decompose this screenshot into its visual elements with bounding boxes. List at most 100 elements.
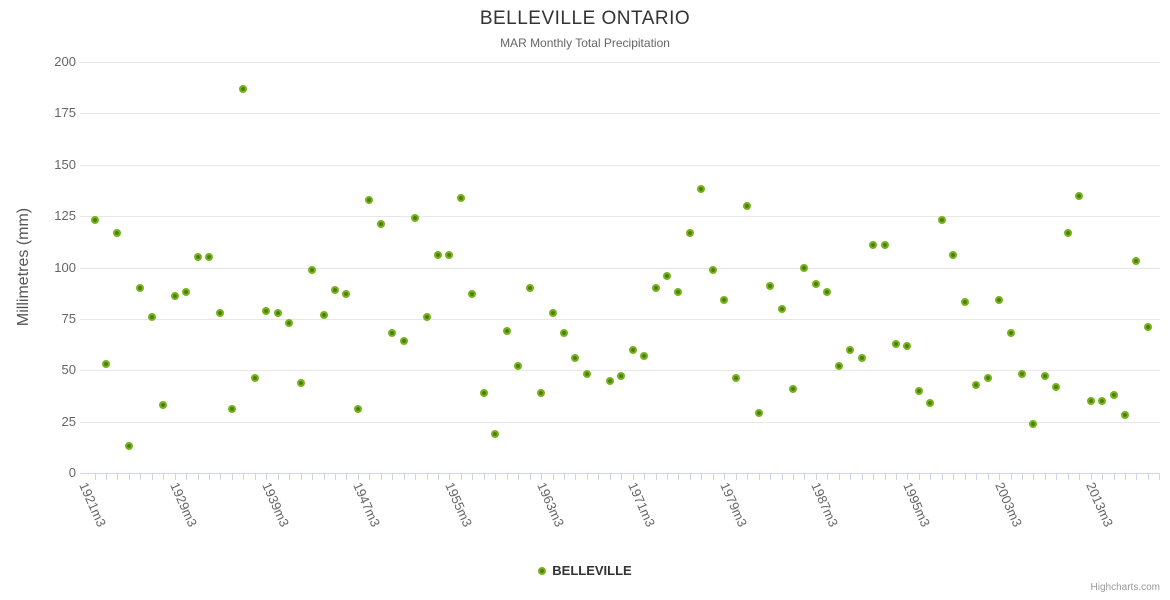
data-point[interactable] — [330, 286, 339, 295]
data-point[interactable] — [1143, 323, 1152, 332]
data-point[interactable] — [949, 251, 958, 260]
data-point[interactable] — [1086, 397, 1095, 406]
data-point[interactable] — [101, 360, 110, 369]
data-point[interactable] — [617, 372, 626, 381]
data-point[interactable] — [182, 288, 191, 297]
data-point[interactable] — [960, 298, 969, 307]
data-point[interactable] — [800, 263, 809, 272]
data-point[interactable] — [399, 337, 408, 346]
data-point[interactable] — [651, 284, 660, 293]
data-point[interactable] — [1132, 257, 1141, 266]
data-point[interactable] — [548, 308, 557, 317]
data-point[interactable] — [456, 193, 465, 202]
data-point[interactable] — [1109, 390, 1118, 399]
legend-item-belleville[interactable]: BELLEVILLE — [0, 563, 1170, 578]
data-point[interactable] — [262, 306, 271, 315]
data-point[interactable] — [525, 284, 534, 293]
data-point[interactable] — [216, 308, 225, 317]
data-point[interactable] — [937, 216, 946, 225]
data-point[interactable] — [1040, 372, 1049, 381]
data-point[interactable] — [559, 329, 568, 338]
data-point[interactable] — [731, 374, 740, 383]
data-point[interactable] — [342, 290, 351, 299]
data-point[interactable] — [869, 240, 878, 249]
data-point[interactable] — [147, 312, 156, 321]
data-point[interactable] — [422, 312, 431, 321]
x-axis-label: 1921m3 — [76, 473, 109, 529]
data-point[interactable] — [285, 318, 294, 327]
data-point[interactable] — [468, 290, 477, 299]
data-point[interactable] — [273, 308, 282, 317]
x-axis-tick — [151, 474, 153, 480]
data-point[interactable] — [514, 362, 523, 371]
data-point[interactable] — [1052, 382, 1061, 391]
data-point[interactable] — [788, 384, 797, 393]
data-point[interactable] — [766, 281, 775, 290]
data-point[interactable] — [834, 362, 843, 371]
data-point[interactable] — [754, 409, 763, 418]
x-axis-tick — [1010, 474, 1012, 480]
data-point[interactable] — [491, 429, 500, 438]
data-point[interactable] — [1075, 191, 1084, 200]
data-point[interactable] — [296, 378, 305, 387]
data-point[interactable] — [479, 388, 488, 397]
data-point[interactable] — [697, 185, 706, 194]
data-point[interactable] — [995, 296, 1004, 305]
data-point[interactable] — [926, 399, 935, 408]
data-point[interactable] — [605, 376, 614, 385]
data-point[interactable] — [537, 388, 546, 397]
data-point[interactable] — [743, 201, 752, 210]
data-point[interactable] — [1029, 419, 1038, 428]
data-point[interactable] — [720, 296, 729, 305]
data-point[interactable] — [857, 353, 866, 362]
data-point[interactable] — [914, 386, 923, 395]
data-point[interactable] — [811, 279, 820, 288]
data-point[interactable] — [663, 271, 671, 280]
data-point[interactable] — [250, 374, 259, 383]
data-point[interactable] — [193, 253, 202, 262]
data-point[interactable] — [239, 84, 248, 93]
data-point[interactable] — [136, 284, 145, 293]
data-point[interactable] — [846, 345, 855, 354]
data-point[interactable] — [582, 370, 591, 379]
data-point[interactable] — [685, 228, 694, 237]
x-axis-tick — [712, 474, 714, 480]
data-point[interactable] — [434, 251, 442, 260]
data-point[interactable] — [823, 288, 832, 297]
data-point[interactable] — [445, 251, 454, 260]
data-point[interactable] — [640, 351, 649, 360]
data-point[interactable] — [674, 288, 683, 297]
data-point[interactable] — [308, 265, 317, 274]
data-point[interactable] — [571, 353, 580, 362]
data-point[interactable] — [365, 195, 374, 204]
data-point[interactable] — [1121, 411, 1129, 420]
data-point[interactable] — [227, 405, 236, 414]
data-point[interactable] — [353, 405, 362, 414]
data-point[interactable] — [708, 265, 717, 274]
data-point[interactable] — [892, 339, 900, 348]
data-point[interactable] — [1006, 329, 1015, 338]
data-point[interactable] — [880, 240, 889, 249]
data-point[interactable] — [972, 380, 981, 389]
data-point[interactable] — [777, 304, 786, 313]
data-point[interactable] — [1017, 370, 1026, 379]
data-point[interactable] — [502, 327, 511, 336]
data-point[interactable] — [113, 228, 122, 237]
data-point[interactable] — [205, 253, 213, 262]
data-point[interactable] — [903, 341, 912, 350]
x-axis-tick — [655, 474, 657, 480]
data-point[interactable] — [388, 329, 397, 338]
data-point[interactable] — [983, 374, 992, 383]
data-point[interactable] — [159, 401, 168, 410]
data-point[interactable] — [628, 345, 637, 354]
data-point[interactable] — [124, 442, 133, 451]
data-point[interactable] — [170, 292, 179, 301]
data-point[interactable] — [1063, 228, 1072, 237]
data-point[interactable] — [90, 216, 99, 225]
credits-link[interactable]: Highcharts.com — [1090, 582, 1160, 593]
data-point[interactable] — [376, 220, 385, 229]
data-point[interactable] — [1098, 397, 1107, 406]
data-point[interactable] — [411, 214, 420, 223]
data-point[interactable] — [319, 310, 328, 319]
x-axis-tick — [563, 474, 565, 480]
